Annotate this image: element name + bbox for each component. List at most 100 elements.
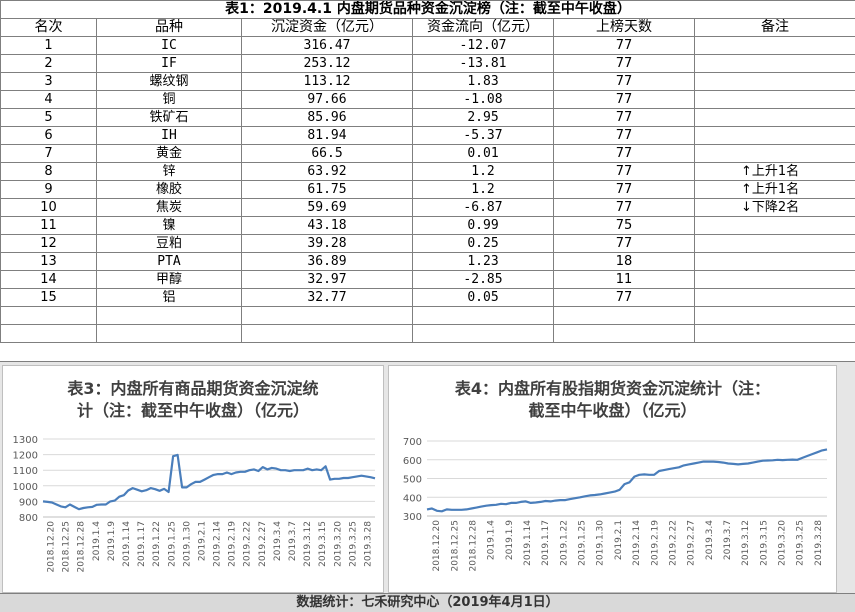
rank-cell: 7 [1, 145, 97, 163]
y-tick-label: 1200 [13, 451, 38, 462]
capital-cell: 66.5 [242, 145, 413, 163]
days-cell: 11 [554, 271, 695, 289]
x-tick-label: 2019.3.28 [363, 521, 373, 567]
name-cell: 甲醇 [97, 271, 242, 289]
rank-cell: 8 [1, 163, 97, 181]
y-tick-label: 700 [403, 437, 422, 448]
name-cell: IC [97, 37, 242, 55]
flow-cell: -5.37 [413, 127, 554, 145]
name-cell: 螺纹钢 [97, 73, 242, 91]
y-tick-label: 1000 [13, 482, 38, 493]
name-cell: IF [97, 55, 242, 73]
empty-cell [1, 325, 97, 343]
rank-cell: 10 [1, 199, 97, 217]
capital-ranking-table: 表1：2019.4.1 内盘期货品种资金沉淀榜（注：截至中午收盘） 名次 品种 … [0, 0, 855, 343]
empty-cell [695, 325, 855, 343]
note-text: 下降2名 [752, 200, 799, 215]
y-tick-label: 900 [19, 497, 38, 508]
note-cell [695, 217, 855, 235]
x-tick-label: 2018.12.20 [432, 520, 442, 572]
rank-cell: 9 [1, 181, 97, 199]
flow-cell: -1.08 [413, 91, 554, 109]
x-tick-label: 2018.12.28 [77, 521, 87, 573]
header-name: 品种 [97, 19, 242, 37]
capital-cell: 97.66 [242, 91, 413, 109]
x-tick-label: 2019.1.4 [92, 521, 102, 561]
name-cell: 铝 [97, 289, 242, 307]
empty-cell [413, 307, 554, 325]
x-tick-label: 2019.3.7 [723, 520, 733, 560]
x-tick-label: 2019.3.15 [759, 520, 769, 566]
note-cell [695, 253, 855, 271]
flow-cell: -13.81 [413, 55, 554, 73]
rank-cell: 13 [1, 253, 97, 271]
flow-cell: 0.05 [413, 289, 554, 307]
rank-cell: 12 [1, 235, 97, 253]
x-tick-label: 2019.3.20 [333, 521, 343, 567]
series-line [427, 449, 827, 511]
capital-cell: 63.92 [242, 163, 413, 181]
name-cell: 豆粕 [97, 235, 242, 253]
capital-cell: 32.77 [242, 289, 413, 307]
note-cell [695, 91, 855, 109]
empty-cell [554, 307, 695, 325]
days-cell: 77 [554, 145, 695, 163]
days-cell: 18 [554, 253, 695, 271]
arrow-down-icon: ↓ [741, 200, 752, 215]
header-flow: 资金流向（亿元） [413, 19, 554, 37]
note-cell: ↑上升1名 [695, 181, 855, 199]
x-tick-label: 2018.12.20 [47, 521, 57, 573]
x-tick-label: 2019.1.22 [559, 520, 569, 566]
empty-cell [242, 307, 413, 325]
empty-cell [97, 325, 242, 343]
x-tick-label: 2019.2.22 [243, 521, 253, 567]
x-tick-label: 2019.1.4 [487, 520, 497, 560]
x-tick-label: 2019.3.12 [741, 520, 751, 566]
x-tick-label: 2019.3.20 [778, 520, 788, 566]
name-cell: 镍 [97, 217, 242, 235]
note-cell [695, 73, 855, 91]
x-tick-label: 2019.3.25 [796, 520, 806, 566]
days-cell: 77 [554, 235, 695, 253]
flow-cell: 1.23 [413, 253, 554, 271]
name-cell: 黄金 [97, 145, 242, 163]
capital-cell: 39.28 [242, 235, 413, 253]
x-tick-label: 2019.3.15 [318, 521, 328, 567]
x-tick-label: 2019.3.7 [288, 521, 298, 561]
empty-cell [242, 325, 413, 343]
x-tick-label: 2019.2.1 [197, 521, 207, 561]
name-cell: 铜 [97, 91, 242, 109]
flow-cell: -2.85 [413, 271, 554, 289]
days-cell: 75 [554, 217, 695, 235]
x-tick-label: 2019.1.25 [578, 520, 588, 566]
note-cell [695, 127, 855, 145]
capital-cell: 253.12 [242, 55, 413, 73]
flow-cell: -6.87 [413, 199, 554, 217]
y-tick-label: 800 [19, 513, 38, 524]
flow-cell: 0.99 [413, 217, 554, 235]
header-note: 备注 [695, 19, 855, 37]
x-tick-label: 2019.2.22 [668, 520, 678, 566]
x-tick-label: 2019.2.14 [213, 521, 223, 567]
x-tick-label: 2019.2.19 [228, 521, 238, 567]
y-tick-label: 500 [403, 475, 422, 486]
table-title: 表1：2019.4.1 内盘期货品种资金沉淀榜（注：截至中午收盘） [1, 1, 855, 19]
days-cell: 77 [554, 289, 695, 307]
capital-cell: 316.47 [242, 37, 413, 55]
days-cell: 77 [554, 109, 695, 127]
flow-cell: 2.95 [413, 109, 554, 127]
x-tick-label: 2018.12.28 [468, 520, 478, 572]
capital-cell: 113.12 [242, 73, 413, 91]
empty-row [1, 325, 855, 343]
capital-cell: 85.96 [242, 109, 413, 127]
